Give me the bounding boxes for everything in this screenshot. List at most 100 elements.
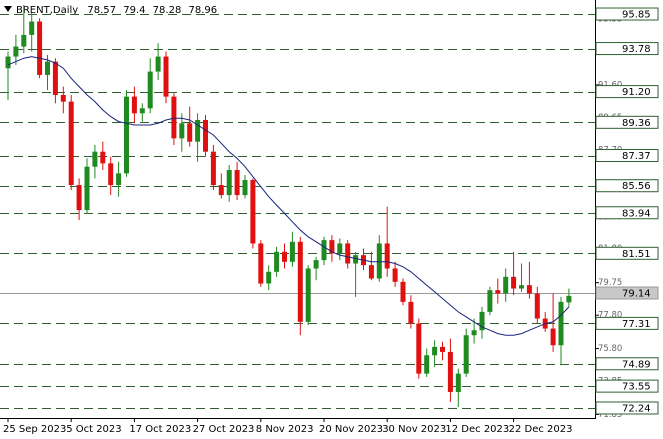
candle-body: [124, 96, 129, 174]
level-label-box: [595, 379, 659, 393]
level-label-box: [595, 7, 659, 21]
candle-body: [13, 46, 19, 57]
level-label: 74.89: [622, 359, 651, 370]
level-label-box: [595, 316, 659, 330]
candle-body: [321, 240, 327, 261]
candle-body: [353, 255, 359, 264]
candle-body: [195, 119, 201, 142]
candle-body: [52, 61, 58, 95]
level-label: 73.55: [622, 382, 651, 393]
candle-body: [258, 243, 264, 284]
last-open: 78.57: [87, 5, 116, 16]
candle-body: [5, 56, 11, 69]
candle-body: [108, 163, 114, 186]
candle-body: [534, 293, 540, 319]
x-tick-label: 12 Dec 2023: [445, 424, 509, 435]
candle-body: [297, 241, 303, 322]
y-tick-label: 71.85: [598, 410, 622, 420]
candle-body: [400, 281, 406, 302]
candle-body: [289, 241, 295, 262]
y-tick-label: 79.75: [598, 278, 622, 288]
x-tick-label: 30 Nov 2023: [382, 424, 446, 435]
candle-body: [495, 290, 501, 294]
candle-body: [526, 285, 532, 294]
candle-body: [305, 268, 311, 322]
candle-body: [76, 185, 82, 211]
candle-body: [179, 123, 185, 139]
candle-body: [416, 323, 422, 374]
menu-arrow[interactable]: [4, 6, 12, 12]
candle-body: [384, 243, 390, 269]
candle-body: [487, 290, 493, 312]
x-tick-label: 22 Dec 2023: [509, 424, 573, 435]
level-label-box: [595, 206, 659, 220]
candle-body: [440, 346, 445, 352]
candle-body: [432, 346, 438, 356]
x-tick-label: 25 Sep 2023: [3, 424, 66, 435]
candle-body: [455, 373, 461, 392]
candle-body: [479, 311, 485, 331]
candle-body: [37, 21, 43, 75]
level-label: 85.56: [622, 181, 651, 192]
candle-body: [218, 185, 224, 196]
candle-body: [234, 170, 240, 196]
level-label-box: [595, 179, 659, 193]
candle-body: [408, 301, 414, 324]
candle-body: [345, 243, 351, 264]
last-high: 79.4: [123, 5, 145, 16]
level-label: 93.78: [622, 44, 651, 55]
level-label: 87.37: [622, 151, 651, 162]
candle-body: [210, 151, 216, 186]
candle-body: [566, 295, 572, 303]
moving-average: [7, 56, 570, 336]
chart-title: BRENT,Daily 78.57 79.4 78.28 78.96: [16, 5, 217, 16]
level-label: 77.31: [622, 319, 651, 330]
level-label-box: [595, 246, 659, 260]
candle-body: [203, 119, 208, 152]
candle-body: [155, 56, 161, 72]
x-tick-label: 17 Oct 2023: [129, 424, 191, 435]
candle-body: [550, 328, 556, 346]
candle-body: [60, 94, 66, 102]
candle-body: [131, 96, 137, 114]
y-tick-label: 77.80: [598, 311, 622, 321]
candle-body: [337, 243, 343, 254]
level-label: 95.85: [622, 10, 651, 21]
candle-body: [226, 170, 232, 196]
candle-body: [511, 276, 517, 289]
candle-body: [68, 101, 74, 186]
candle-body: [558, 301, 564, 346]
candle-body: [447, 351, 453, 392]
level-label: 89.36: [622, 118, 651, 129]
level-label-box: [595, 149, 659, 163]
candle-body: [376, 243, 382, 279]
symbol: BRENT,Daily: [16, 5, 78, 16]
last-close: 78.96: [189, 5, 218, 16]
candle-body: [471, 330, 477, 336]
x-tick-label: 5 Oct 2023: [66, 424, 121, 435]
candle-body: [274, 251, 280, 272]
candle-body: [519, 285, 524, 289]
candle-body: [84, 166, 90, 211]
bid-label-box: [595, 286, 659, 300]
candle-body: [242, 180, 248, 196]
level-label-box: [595, 85, 659, 99]
candle-body: [313, 260, 319, 269]
candle-body: [368, 265, 374, 279]
x-tick-label: 8 Nov 2023: [256, 424, 314, 435]
candle-body: [503, 276, 509, 294]
level-label: 72.24: [622, 403, 651, 414]
level-label-box: [595, 115, 659, 129]
candle-body: [21, 34, 27, 47]
candle-body: [392, 268, 398, 282]
candle-body: [329, 240, 335, 254]
candle-body: [100, 151, 106, 164]
candle-body: [92, 151, 98, 167]
level-label: 91.20: [622, 87, 651, 98]
x-tick-label: 20 Nov 2023: [319, 424, 383, 435]
candle-body: [282, 251, 287, 262]
candle-body: [171, 96, 177, 139]
candle-body: [139, 108, 145, 114]
level-label-box: [595, 357, 659, 371]
